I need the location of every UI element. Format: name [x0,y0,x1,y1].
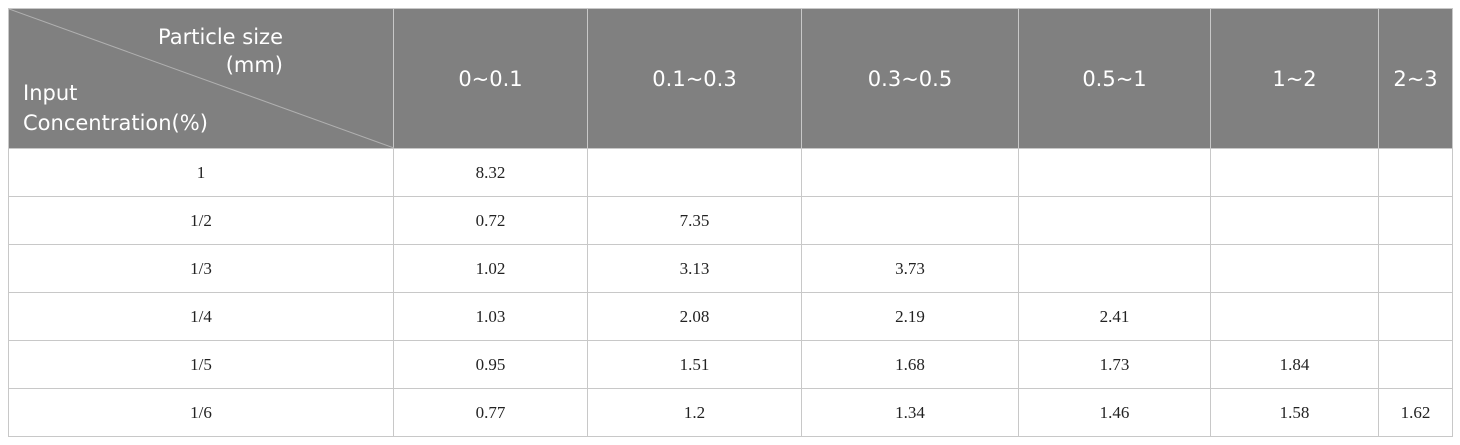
cell: 3.73 [801,244,1019,293]
cell: 3.13 [587,244,802,293]
row-label: 1/4 [8,292,394,341]
empty-cell [801,148,1019,197]
column-header: 2~3 [1378,8,1453,149]
cell: 0.72 [393,196,588,245]
empty-cell [1378,292,1453,341]
cell: 1.2 [587,388,802,437]
cell: 1.46 [1018,388,1211,437]
column-header: 1~2 [1210,8,1379,149]
row-label: 1 [8,148,394,197]
cell: 0.77 [393,388,588,437]
corner-bottom-line: Concentration(%) [23,111,208,135]
empty-cell [1378,340,1453,389]
empty-cell [1018,244,1211,293]
table-row: 1/3 1.02 3.13 3.73 [8,244,1453,293]
corner-cell: Particle size (mm) Input Concentration(%) [8,8,394,149]
diagonal [9,9,394,148]
column-header: 0.5~1 [1018,8,1211,149]
row-label: 1/2 [8,196,394,245]
row-label: 1/5 [8,340,394,389]
empty-cell [1018,148,1211,197]
cell: 0.95 [393,340,588,389]
row-label: 1/6 [8,388,394,437]
row-label: 1/3 [8,244,394,293]
cell: 1.02 [393,244,588,293]
empty-cell [1378,244,1453,293]
cell: 2.08 [587,292,802,341]
corner-bottom-line: Input [23,81,78,105]
table-row: 1 8.32 [8,148,1453,197]
cell: 2.19 [801,292,1019,341]
cell: 1.62 [1378,388,1453,437]
empty-cell [1018,196,1211,245]
table-row: 1/2 0.72 7.35 [8,196,1453,245]
cell: 2.41 [1018,292,1211,341]
column-header: 0.1~0.3 [587,8,802,149]
table-row: 1/4 1.03 2.08 2.19 2.41 [8,292,1453,341]
cell: 1.68 [801,340,1019,389]
cell: 8.32 [393,148,588,197]
corner-top: Particle size (mm) [158,23,283,79]
empty-cell [1210,148,1379,197]
cell: 1.34 [801,388,1019,437]
corner-top-line: Particle size [158,25,283,49]
cell: 1.03 [393,292,588,341]
empty-cell [1378,196,1453,245]
cell: 7.35 [587,196,802,245]
empty-cell [1210,196,1379,245]
table-row: 1/6 0.77 1.2 1.34 1.46 1.58 1.62 [8,388,1453,437]
header-row: Particle size (mm) Input Concentration(%) … [8,8,1453,149]
empty-cell [1378,148,1453,197]
cell: 1.73 [1018,340,1211,389]
data-table: Particle size (mm) Input Concentration(%) … [8,8,1453,437]
cell: 1.51 [587,340,802,389]
table-row: 1/5 0.95 1.51 1.68 1.73 1.84 [8,340,1453,389]
cell: 1.84 [1210,340,1379,389]
column-header: 0.3~0.5 [801,8,1019,149]
empty-cell [1210,244,1379,293]
empty-cell [801,196,1019,245]
column-header: 0~0.1 [393,8,588,149]
corner-bottom: Input Concentration(%) [23,78,208,138]
empty-cell [1210,292,1379,341]
corner-top-line: (mm) [225,53,283,77]
cell: 1.58 [1210,388,1379,437]
empty-cell [587,148,802,197]
